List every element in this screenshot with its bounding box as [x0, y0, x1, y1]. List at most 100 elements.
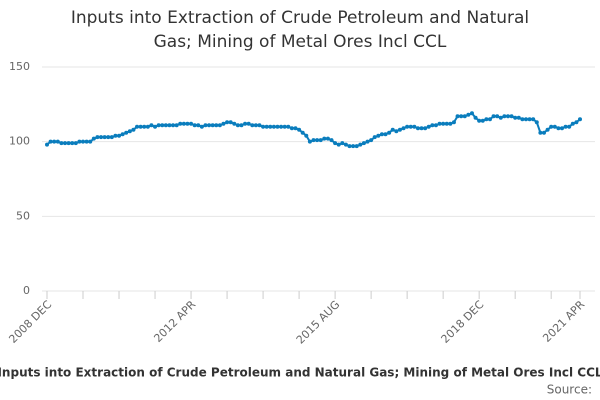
data-point	[153, 124, 158, 129]
data-point	[502, 114, 507, 119]
data-point	[426, 124, 431, 129]
data-point	[297, 127, 302, 132]
data-point	[239, 123, 244, 128]
data-point	[48, 139, 53, 144]
data-point	[545, 127, 550, 132]
data-point	[534, 120, 539, 125]
data-point	[77, 139, 82, 144]
data-point	[127, 129, 132, 134]
data-point	[430, 123, 435, 128]
data-point	[322, 136, 327, 141]
data-point	[55, 139, 60, 144]
data-point	[271, 124, 276, 129]
data-point	[221, 121, 226, 126]
data-point	[250, 123, 255, 128]
data-point	[361, 141, 366, 146]
data-point	[549, 124, 554, 129]
data-point	[376, 133, 381, 138]
data-point	[437, 121, 442, 126]
data-point	[207, 123, 212, 128]
data-point	[189, 121, 194, 126]
data-point	[325, 136, 330, 141]
data-point	[261, 124, 266, 129]
data-point	[73, 141, 78, 146]
data-point	[401, 126, 406, 131]
data-point	[509, 114, 514, 119]
data-point	[513, 115, 518, 120]
data-point	[264, 124, 269, 129]
data-point	[210, 123, 215, 128]
data-point	[160, 123, 165, 128]
data-point	[473, 115, 478, 120]
data-point	[574, 120, 579, 125]
x-tick-label: 2018 DEC	[439, 298, 487, 346]
data-point	[480, 118, 485, 123]
data-point	[102, 135, 107, 140]
y-tick-label: 100	[9, 135, 30, 148]
data-point	[365, 139, 370, 144]
chart-title: Inputs into Extraction of Crude Petroleu…	[70, 8, 530, 52]
data-point	[405, 124, 410, 129]
data-point	[225, 120, 230, 125]
data-point	[491, 114, 496, 119]
data-point	[243, 121, 248, 126]
data-point	[185, 121, 190, 126]
data-point	[45, 142, 49, 147]
data-point	[415, 126, 420, 131]
data-point	[113, 133, 118, 138]
x-tick-label: 2015 AUG	[294, 298, 343, 347]
data-point	[559, 126, 564, 131]
data-point	[315, 138, 320, 143]
data-point	[336, 142, 341, 147]
data-point	[135, 124, 140, 129]
data-point	[541, 130, 546, 135]
data-point	[441, 121, 446, 126]
data-point	[379, 132, 384, 137]
data-point	[300, 130, 305, 135]
data-point	[343, 142, 348, 147]
data-point	[484, 117, 489, 122]
data-point	[570, 121, 575, 126]
data-point	[358, 142, 363, 147]
data-point	[347, 144, 352, 149]
data-point	[138, 124, 143, 129]
data-point	[293, 126, 298, 131]
data-point	[52, 139, 57, 144]
data-point	[81, 139, 86, 144]
data-point	[131, 127, 136, 132]
data-point	[156, 123, 161, 128]
data-point	[120, 132, 125, 137]
data-point	[444, 121, 449, 126]
data-point	[70, 141, 75, 146]
data-point	[91, 136, 96, 141]
data-point	[408, 124, 413, 129]
data-point	[318, 138, 323, 143]
data-point	[333, 141, 338, 146]
data-point	[95, 135, 100, 140]
data-point	[455, 114, 460, 119]
data-point	[109, 135, 114, 140]
legend-label: Inputs into Extraction of Crude Petroleu…	[0, 366, 600, 380]
data-point	[63, 141, 68, 146]
data-point	[372, 135, 377, 140]
y-tick-label: 150	[9, 60, 30, 73]
data-point	[84, 139, 89, 144]
data-point	[178, 121, 183, 126]
data-point	[477, 118, 482, 123]
data-point	[487, 117, 492, 122]
data-point	[567, 124, 572, 129]
data-point	[387, 130, 392, 135]
data-point	[451, 120, 456, 125]
data-point	[520, 117, 525, 122]
data-point	[459, 114, 464, 119]
x-tick-label: 2012 APR	[151, 298, 198, 345]
data-point	[142, 124, 147, 129]
data-point	[423, 126, 428, 131]
source: Source:	[547, 383, 592, 397]
data-point	[394, 129, 399, 134]
data-point	[199, 124, 204, 129]
data-point	[495, 114, 500, 119]
data-point	[307, 139, 312, 144]
data-point	[192, 123, 197, 128]
